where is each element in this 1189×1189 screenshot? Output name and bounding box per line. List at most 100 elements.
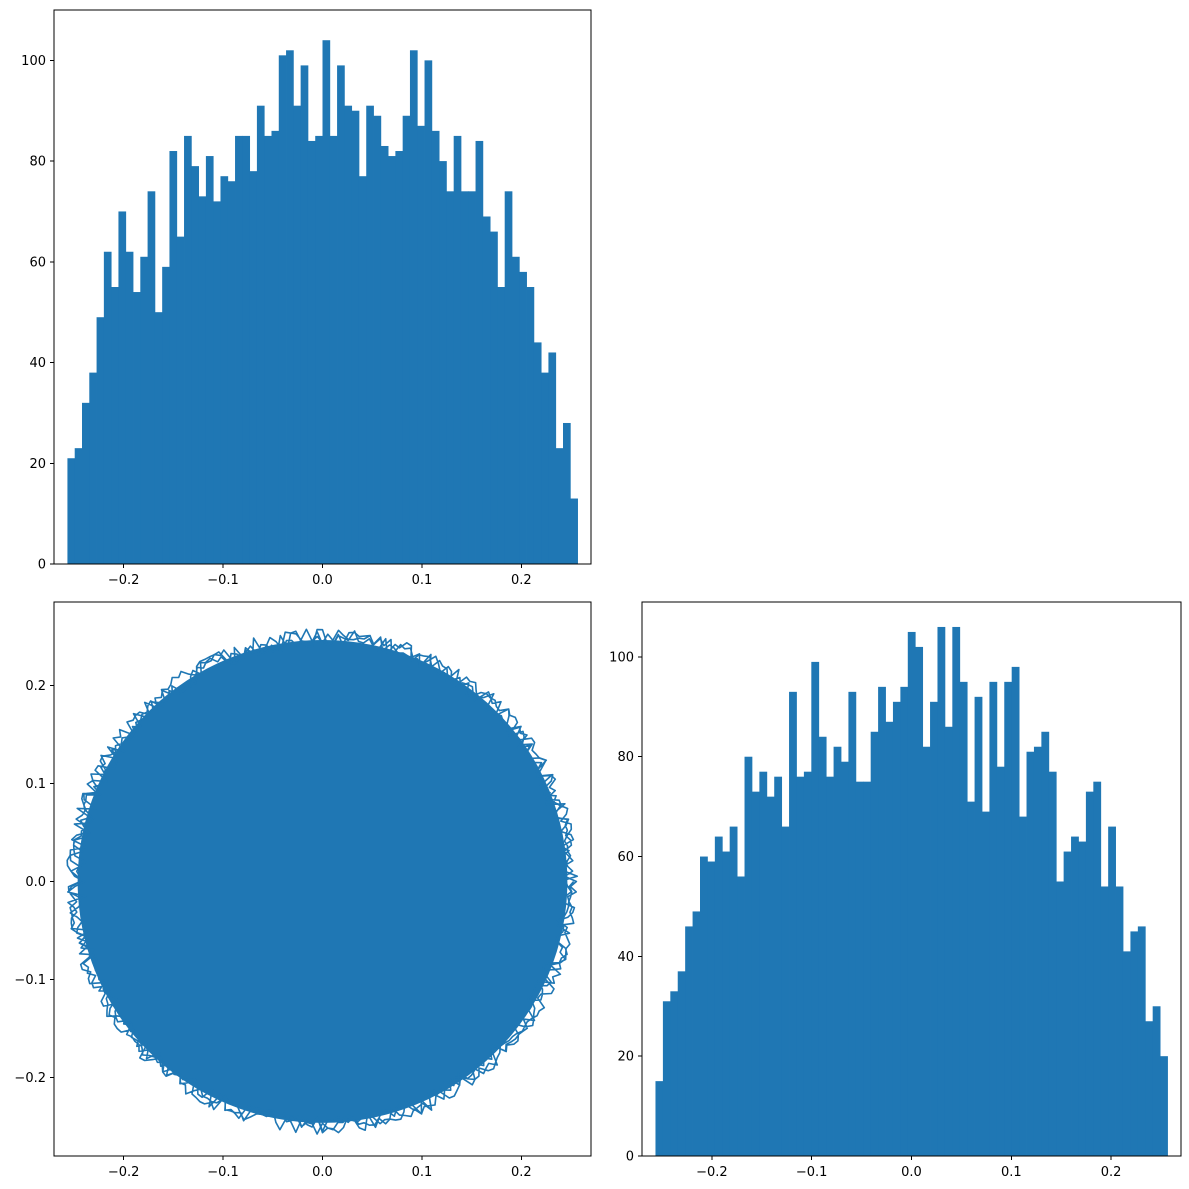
histogram-bar xyxy=(729,826,738,1156)
histogram-bar xyxy=(1063,851,1072,1156)
histogram-bar xyxy=(796,776,805,1156)
histogram-bar xyxy=(870,731,879,1156)
histogram-bar xyxy=(989,681,998,1156)
x-tick-label: 0.1 xyxy=(412,573,433,588)
histogram-bar xyxy=(475,140,484,565)
histogram-bar xyxy=(315,135,323,564)
histogram-bar xyxy=(1108,826,1116,1156)
histogram-bar xyxy=(1056,881,1065,1156)
histogram-bar xyxy=(242,135,251,564)
histogram-bar xyxy=(878,686,886,1156)
histogram-bar xyxy=(1078,841,1087,1156)
histogram-bar xyxy=(803,771,812,1156)
y-tick-label: 0 xyxy=(626,1150,634,1165)
histogram-bar xyxy=(1152,1006,1161,1156)
y-tick-label: 60 xyxy=(617,850,634,865)
histogram-bar xyxy=(714,836,723,1156)
histogram-bar xyxy=(271,130,280,564)
y-tick-label: −0.2 xyxy=(14,1071,46,1086)
histogram-bar xyxy=(670,991,679,1156)
histogram-bar xyxy=(562,422,571,564)
histogram-top-left: −0.2 −0.1 0.0 0.1 0.2 0 20 40 60 80 100 xyxy=(21,9,592,588)
y-tick-label: 20 xyxy=(29,457,46,472)
x-tick-label: 0.2 xyxy=(511,1165,532,1180)
histogram-bar xyxy=(344,105,353,564)
y-tick-label: 40 xyxy=(29,356,46,371)
histogram-bar xyxy=(781,826,790,1156)
histogram-bar xyxy=(548,352,557,564)
histogram-bar xyxy=(133,292,141,564)
histogram-bar xyxy=(358,176,367,564)
histogram-bar xyxy=(307,140,316,565)
histogram-bar xyxy=(67,458,76,564)
histogram-bar xyxy=(154,312,163,564)
histogram-bar xyxy=(841,761,849,1156)
x-tick-label: 0.0 xyxy=(901,1165,922,1180)
histogram-bar xyxy=(1004,681,1013,1156)
histogram-bar xyxy=(818,736,827,1156)
histogram-bar xyxy=(490,231,498,564)
histogram-bar xyxy=(937,626,946,1156)
histogram-bar xyxy=(169,151,178,564)
histogram-bar xyxy=(907,631,916,1156)
histogram-bar xyxy=(504,191,513,565)
histogram-bar xyxy=(744,756,753,1156)
histogram-bar xyxy=(431,130,440,564)
histogram-bottom-right: −0.2 −0.1 0.0 0.1 0.2 0 20 40 60 80 100 xyxy=(609,601,1182,1180)
histogram-bar xyxy=(103,251,112,564)
y-tick-label: 100 xyxy=(609,650,634,665)
x-tick-label: −0.2 xyxy=(108,1165,140,1180)
histogram-bar xyxy=(213,201,221,564)
histogram-bar xyxy=(952,626,961,1156)
histogram-bar xyxy=(111,287,119,564)
histogram-bar xyxy=(541,372,549,564)
histogram-bar xyxy=(511,256,520,564)
histogram-bar xyxy=(1130,931,1139,1156)
histogram-bar xyxy=(497,287,506,564)
y-tick-label: 20 xyxy=(617,1050,634,1065)
histogram-bar xyxy=(826,776,834,1156)
y-tick-label: 0.1 xyxy=(25,777,46,792)
histogram-bar xyxy=(453,135,462,564)
histogram-bar xyxy=(722,851,731,1156)
histogram-bar xyxy=(286,50,294,565)
x-tick-label: 0.2 xyxy=(1101,1165,1122,1180)
histogram-bar xyxy=(460,191,469,565)
histogram-bar xyxy=(220,176,229,564)
histogram-bar xyxy=(692,911,701,1156)
histogram-bar xyxy=(446,191,455,565)
line-dense-fill xyxy=(77,640,568,1123)
histogram-bar xyxy=(227,181,236,564)
histogram-bar xyxy=(162,266,170,564)
x-tick-label: −0.1 xyxy=(796,1165,828,1180)
histogram-bar xyxy=(1011,666,1020,1156)
y-tick-label: 100 xyxy=(21,54,46,69)
histogram-bar xyxy=(737,876,745,1156)
histogram-bar xyxy=(967,801,975,1156)
histogram-bar xyxy=(677,971,686,1156)
histogram-bar xyxy=(1026,751,1035,1156)
histogram-bar xyxy=(89,372,97,564)
histogram-bar xyxy=(863,781,872,1156)
x-tick-label: 0.2 xyxy=(511,573,532,588)
y-tick-label: 0.0 xyxy=(25,875,46,890)
histogram-bar xyxy=(409,50,418,565)
histogram-bar xyxy=(366,105,374,564)
y-tick-label: 60 xyxy=(29,255,46,270)
histogram-bar xyxy=(519,271,527,564)
x-tick-label: −0.1 xyxy=(207,1165,239,1180)
histogram-bar xyxy=(118,211,127,565)
histogram-bar xyxy=(74,448,83,564)
histogram-bar xyxy=(959,681,968,1156)
x-tick-label: 0.1 xyxy=(412,1165,433,1180)
y-tick-label: −0.1 xyxy=(14,973,46,988)
histogram-bar xyxy=(930,701,938,1156)
histogram-bar xyxy=(700,856,708,1156)
histogram-bar xyxy=(974,696,983,1156)
histogram-bar xyxy=(555,448,564,564)
histogram-bar xyxy=(249,171,258,564)
histogram-bar xyxy=(1085,791,1094,1156)
histogram-bar xyxy=(1137,926,1146,1156)
y-tick-label: 80 xyxy=(617,750,634,765)
